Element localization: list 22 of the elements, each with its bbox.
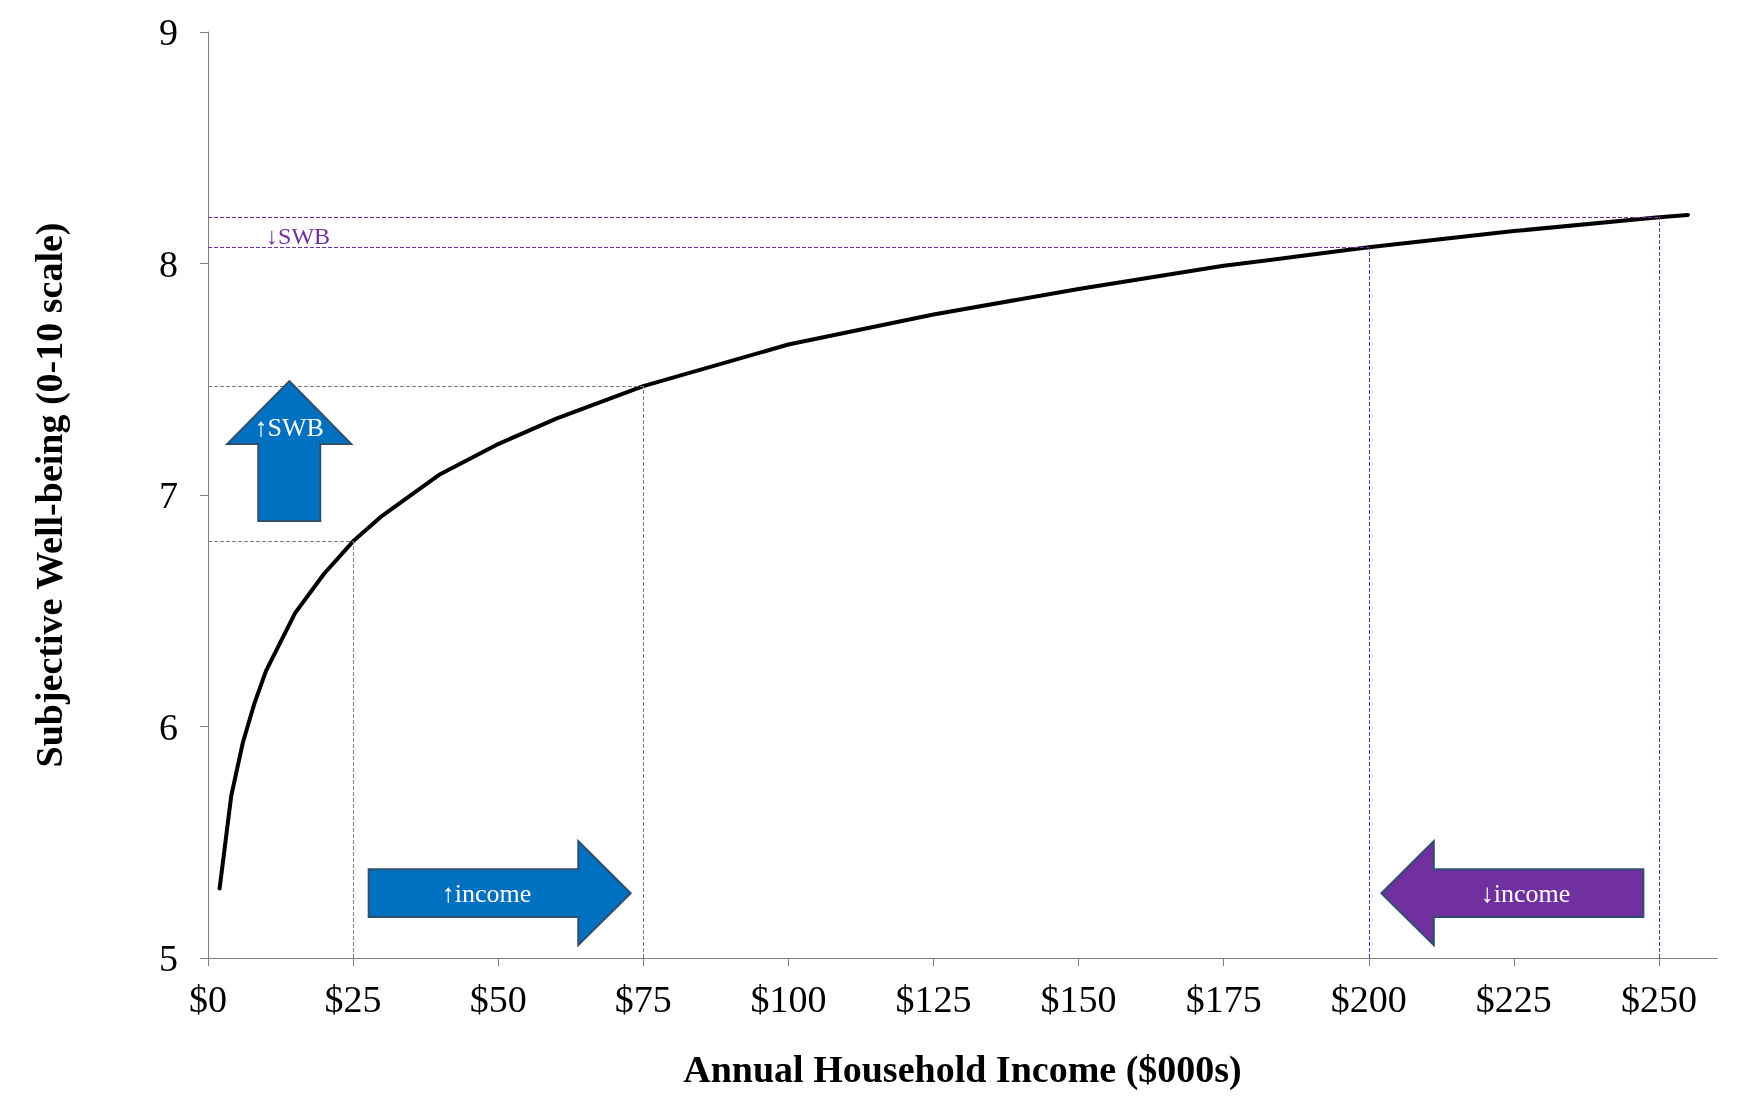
x-tick-label: $100: [750, 978, 827, 1020]
y-tick-label: 8: [159, 242, 178, 285]
x-tick-label: $125: [895, 978, 972, 1020]
y-tick-label: 5: [159, 937, 178, 979]
x-tick-label: $0: [189, 978, 227, 1020]
x-axis-title: Annual Household Income ($000s): [683, 1048, 1242, 1091]
annotation: ↓SWB: [266, 222, 331, 249]
x-tick-label: $175: [1185, 978, 1262, 1020]
y-tick-label: 7: [159, 474, 178, 516]
x-tick-label: $150: [1040, 978, 1117, 1020]
annotation: ↓income: [1480, 878, 1571, 908]
y-tick-label: 9: [159, 11, 178, 53]
x-tick-label: $250: [1620, 978, 1697, 1020]
annotation: ↑income: [441, 878, 532, 908]
x-tick-label: $50: [469, 978, 527, 1020]
x-tick-label: $200: [1330, 978, 1407, 1020]
y-tick-label: 6: [159, 705, 178, 748]
x-tick-label: $225: [1475, 978, 1552, 1020]
x-tick-label: $25: [324, 978, 382, 1020]
y-axis-title: Subjective Well-being (0-10 scale): [28, 222, 71, 768]
annotation: ↑SWB: [254, 412, 324, 442]
x-tick-label: $75: [614, 978, 672, 1020]
